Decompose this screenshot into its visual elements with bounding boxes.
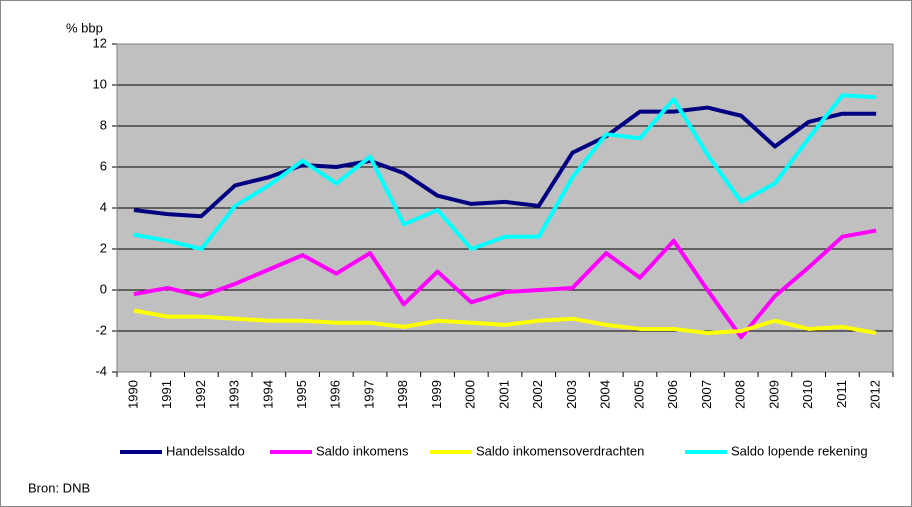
- x-tick-label: 2012: [868, 380, 883, 409]
- x-tick-label: 1995: [294, 380, 309, 409]
- x-tick-label: 1993: [227, 380, 242, 409]
- x-tick-label: 1997: [361, 380, 376, 409]
- y-tick-label: 0: [100, 281, 107, 296]
- y-tick-label: 8: [100, 117, 107, 132]
- x-tick-label: 2009: [766, 380, 781, 409]
- x-tick-label: 2008: [733, 380, 748, 409]
- x-tick-label: 1998: [395, 380, 410, 409]
- x-tick-label: 1992: [193, 380, 208, 409]
- x-tick-label: 2000: [463, 380, 478, 409]
- series-line: [133, 308, 877, 336]
- y-tick-label: 6: [100, 158, 107, 173]
- plot-border: [116, 43, 894, 373]
- x-tick-label: 2005: [631, 380, 646, 409]
- x-tick-label: 2004: [598, 380, 613, 409]
- x-tick-label: 1999: [429, 380, 444, 409]
- y-tick-label: 12: [93, 35, 107, 50]
- y-tick-label: 4: [100, 199, 107, 214]
- legend-label: Saldo inkomensoverdrachten: [476, 443, 644, 458]
- x-tick-label: 2011: [834, 380, 849, 408]
- y-tick-label: 10: [93, 76, 107, 91]
- x-tick-label: 2006: [665, 380, 680, 409]
- x-tick-label: 1991: [159, 380, 174, 409]
- source-note: Bron: DNB: [28, 480, 90, 495]
- y-tick-label: -4: [95, 363, 107, 378]
- legend-label: Handelssaldo: [166, 443, 245, 458]
- x-tick-label: 2002: [530, 380, 545, 409]
- x-tick-label: 2007: [699, 380, 714, 409]
- x-tick-label: 1994: [260, 380, 275, 409]
- y-tick-label: -2: [95, 322, 107, 337]
- series-line: [133, 93, 877, 251]
- series-line: [133, 105, 877, 219]
- x-tick-label: 2001: [496, 380, 511, 409]
- x-tick-label: 1996: [328, 380, 343, 409]
- y-tick-label: 2: [100, 240, 107, 255]
- x-tick-label: 2003: [564, 380, 579, 409]
- y-axis-label: % bbp: [66, 20, 103, 35]
- series-line: [133, 228, 877, 340]
- legend-label: Saldo lopende rekening: [731, 443, 868, 458]
- x-tick-label: 1990: [125, 380, 140, 409]
- legend-label: Saldo inkomens: [316, 443, 409, 458]
- x-tick-label: 2010: [800, 380, 815, 409]
